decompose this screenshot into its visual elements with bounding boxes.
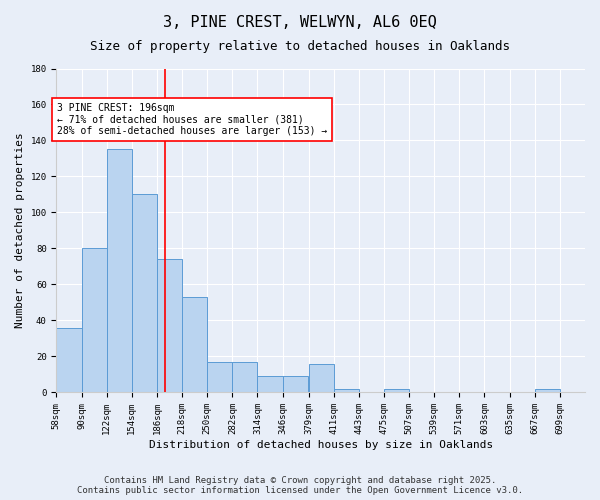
Text: 3 PINE CREST: 196sqm
← 71% of detached houses are smaller (381)
28% of semi-deta: 3 PINE CREST: 196sqm ← 71% of detached h… — [57, 102, 328, 136]
Text: Contains HM Land Registry data © Crown copyright and database right 2025.
Contai: Contains HM Land Registry data © Crown c… — [77, 476, 523, 495]
Bar — [82, 248, 107, 392]
Bar — [56, 328, 82, 392]
Bar — [334, 389, 359, 392]
Y-axis label: Number of detached properties: Number of detached properties — [15, 132, 25, 328]
Bar — [308, 364, 334, 392]
Bar — [535, 389, 560, 392]
Bar — [384, 389, 409, 392]
Text: Size of property relative to detached houses in Oaklands: Size of property relative to detached ho… — [90, 40, 510, 53]
Bar — [283, 376, 308, 392]
Bar — [257, 376, 283, 392]
Bar — [107, 150, 132, 392]
Bar — [132, 194, 157, 392]
Bar — [157, 260, 182, 392]
X-axis label: Distribution of detached houses by size in Oaklands: Distribution of detached houses by size … — [149, 440, 493, 450]
Text: 3, PINE CREST, WELWYN, AL6 0EQ: 3, PINE CREST, WELWYN, AL6 0EQ — [163, 15, 437, 30]
Bar — [182, 297, 207, 392]
Bar — [207, 362, 232, 392]
Bar — [232, 362, 257, 392]
